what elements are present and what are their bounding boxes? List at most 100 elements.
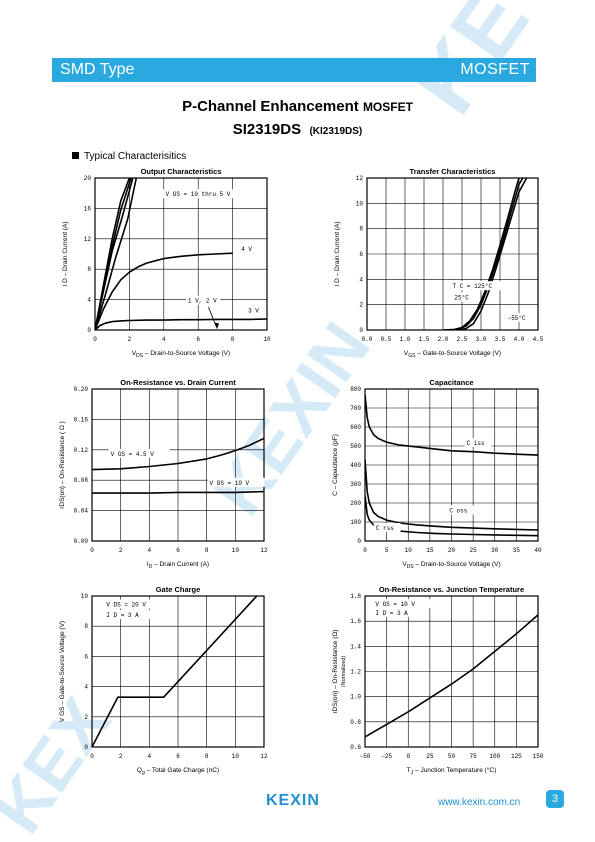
x-tick-label: 3.5	[495, 336, 506, 343]
x-tick-label: 4.5	[533, 336, 544, 343]
x-axis-label: ID – Drain Current (A)	[147, 561, 209, 570]
y-tick-label: 1.0	[350, 694, 361, 701]
x-tick-label: 25	[426, 753, 434, 760]
y-tick-label: 6	[84, 653, 88, 660]
x-axis-label-text: – Gate-to-Source Voltage (V)	[415, 350, 501, 357]
x-axis-label: Qg – Total Gate Charge (nC)	[137, 767, 219, 776]
annotation-label: V GS = 10 thru 5 V	[166, 191, 231, 198]
kexin-logo: KEXIN	[266, 792, 320, 809]
x-tick-label: 10	[263, 336, 271, 343]
x-axis-label-symbol: I	[147, 561, 149, 568]
y-tick-label: 200	[350, 500, 361, 507]
section-label: Typical Characterisitics	[84, 151, 187, 162]
x-tick-label: 25	[470, 547, 478, 554]
x-axis-label-subscript: GS	[408, 353, 416, 359]
annotation-label: V GS = 10 V	[375, 601, 415, 608]
part-number-main: SI2319DS	[232, 121, 302, 138]
y-tick-label: 8	[87, 266, 91, 273]
page-number-badge: 3	[546, 790, 564, 808]
x-tick-label: 12	[260, 547, 268, 554]
title-main: P-Channel Enhancement	[182, 98, 359, 115]
annotation-bg	[108, 448, 170, 458]
annotation-bg	[464, 438, 492, 448]
series-line-3	[95, 178, 134, 330]
part-number: SI2319DS (KI2319DS)	[0, 121, 595, 138]
annotation-bg	[452, 292, 472, 302]
y-tick-label: 2	[84, 714, 88, 721]
footer-url[interactable]: www.kexin.com.cn	[438, 797, 521, 808]
x-tick-label: 2	[128, 336, 132, 343]
x-axis-label-text: – Total Gate Charge (nC)	[145, 767, 219, 774]
y-tick-label: 4	[84, 684, 88, 691]
y-tick-label: 4	[87, 297, 91, 304]
annotation-bg	[447, 505, 475, 515]
x-tick-label: 0.0	[362, 336, 373, 343]
annotation-bg	[207, 477, 265, 487]
x-tick-label: 1.5	[419, 336, 430, 343]
y-axis-label: V GS – Gate-to-Source Voltage (V)	[59, 621, 66, 722]
x-tick-label: 4	[148, 753, 152, 760]
x-tick-label: 100	[489, 753, 500, 760]
y-tick-label: 1.8	[350, 593, 361, 600]
x-tick-label: 0	[90, 547, 94, 554]
x-tick-label: 40	[534, 547, 542, 554]
y-tick-label: 4	[359, 276, 363, 283]
series-line-5	[95, 252, 233, 330]
series-group	[95, 178, 267, 330]
x-tick-label: 2.5	[457, 336, 468, 343]
y-tick-label: 1.4	[350, 643, 361, 650]
series-line-2	[365, 459, 538, 531]
x-tick-label: 20	[448, 547, 456, 554]
annotation-label: 4 V	[241, 246, 252, 253]
annotation-label: 25°C	[454, 295, 469, 302]
y-tick-label: 700	[350, 405, 361, 412]
x-axis-label-subscript: g	[142, 770, 145, 776]
x-tick-label: 2	[119, 753, 123, 760]
x-axis-label-text: – Drain-to-Source Voltage (V)	[143, 350, 230, 357]
x-tick-label: 8	[205, 753, 209, 760]
x-tick-label: 0.5	[381, 336, 392, 343]
x-tick-label: 10	[232, 547, 240, 554]
x-axis-label-text: – Drain Current (A)	[152, 561, 209, 568]
x-axis-label: TJ – Junction Temperature (°C)	[407, 766, 497, 776]
y-tick-label: 0.6	[350, 744, 361, 751]
y-tick-label: 400	[350, 462, 361, 469]
y-tick-label: 6	[359, 251, 363, 258]
annotation-label: I D = 3 A	[375, 610, 408, 617]
series-line-6	[95, 318, 267, 330]
plot-frame	[94, 177, 268, 331]
plot-frame	[364, 595, 539, 748]
x-tick-label: 4.0	[514, 336, 525, 343]
series-group	[365, 614, 538, 738]
plot-frame	[91, 595, 265, 748]
y-axis-label: I D – Drain Current (A)	[334, 221, 341, 286]
y-tick-label: 0.04	[74, 508, 89, 515]
annotation-label: V GS = 10 V	[210, 480, 250, 487]
x-axis-label-symbol: Q	[137, 767, 142, 774]
y-tick-label: 8	[84, 623, 88, 630]
annotation-label: T C = 125°C	[453, 283, 493, 290]
y-axis-label: rDS(on) – On-Resistance ( Ω )	[59, 421, 66, 509]
annotation-bg	[104, 610, 154, 620]
annotation-bg	[185, 295, 221, 305]
x-tick-label: −50	[360, 753, 371, 760]
part-number-alt: (KI2319DS)	[309, 126, 363, 137]
series-line-1	[365, 394, 538, 456]
y-tick-label: 600	[350, 424, 361, 431]
x-axis-label-text: – Junction Temperature (°C)	[413, 766, 496, 774]
y-tick-label: 0.8	[350, 719, 361, 726]
x-tick-label: 4	[148, 547, 152, 554]
chart-title: Output Characteristics	[141, 167, 222, 176]
annotation-label: 3 V	[248, 308, 259, 315]
x-tick-label: 15	[426, 547, 434, 554]
annotation-bg	[373, 599, 431, 609]
y-tick-label: 0.12	[74, 447, 89, 454]
x-axis-label-text: – Drain-to-Source Voltage (V)	[414, 561, 501, 568]
y-tick-label: 500	[350, 443, 361, 450]
y-tick-label: 0.08	[74, 477, 89, 484]
section-heading: Typical Characterisitics	[72, 151, 186, 162]
x-axis-label-subscript: D	[149, 564, 153, 570]
annotation-bg	[246, 305, 262, 315]
